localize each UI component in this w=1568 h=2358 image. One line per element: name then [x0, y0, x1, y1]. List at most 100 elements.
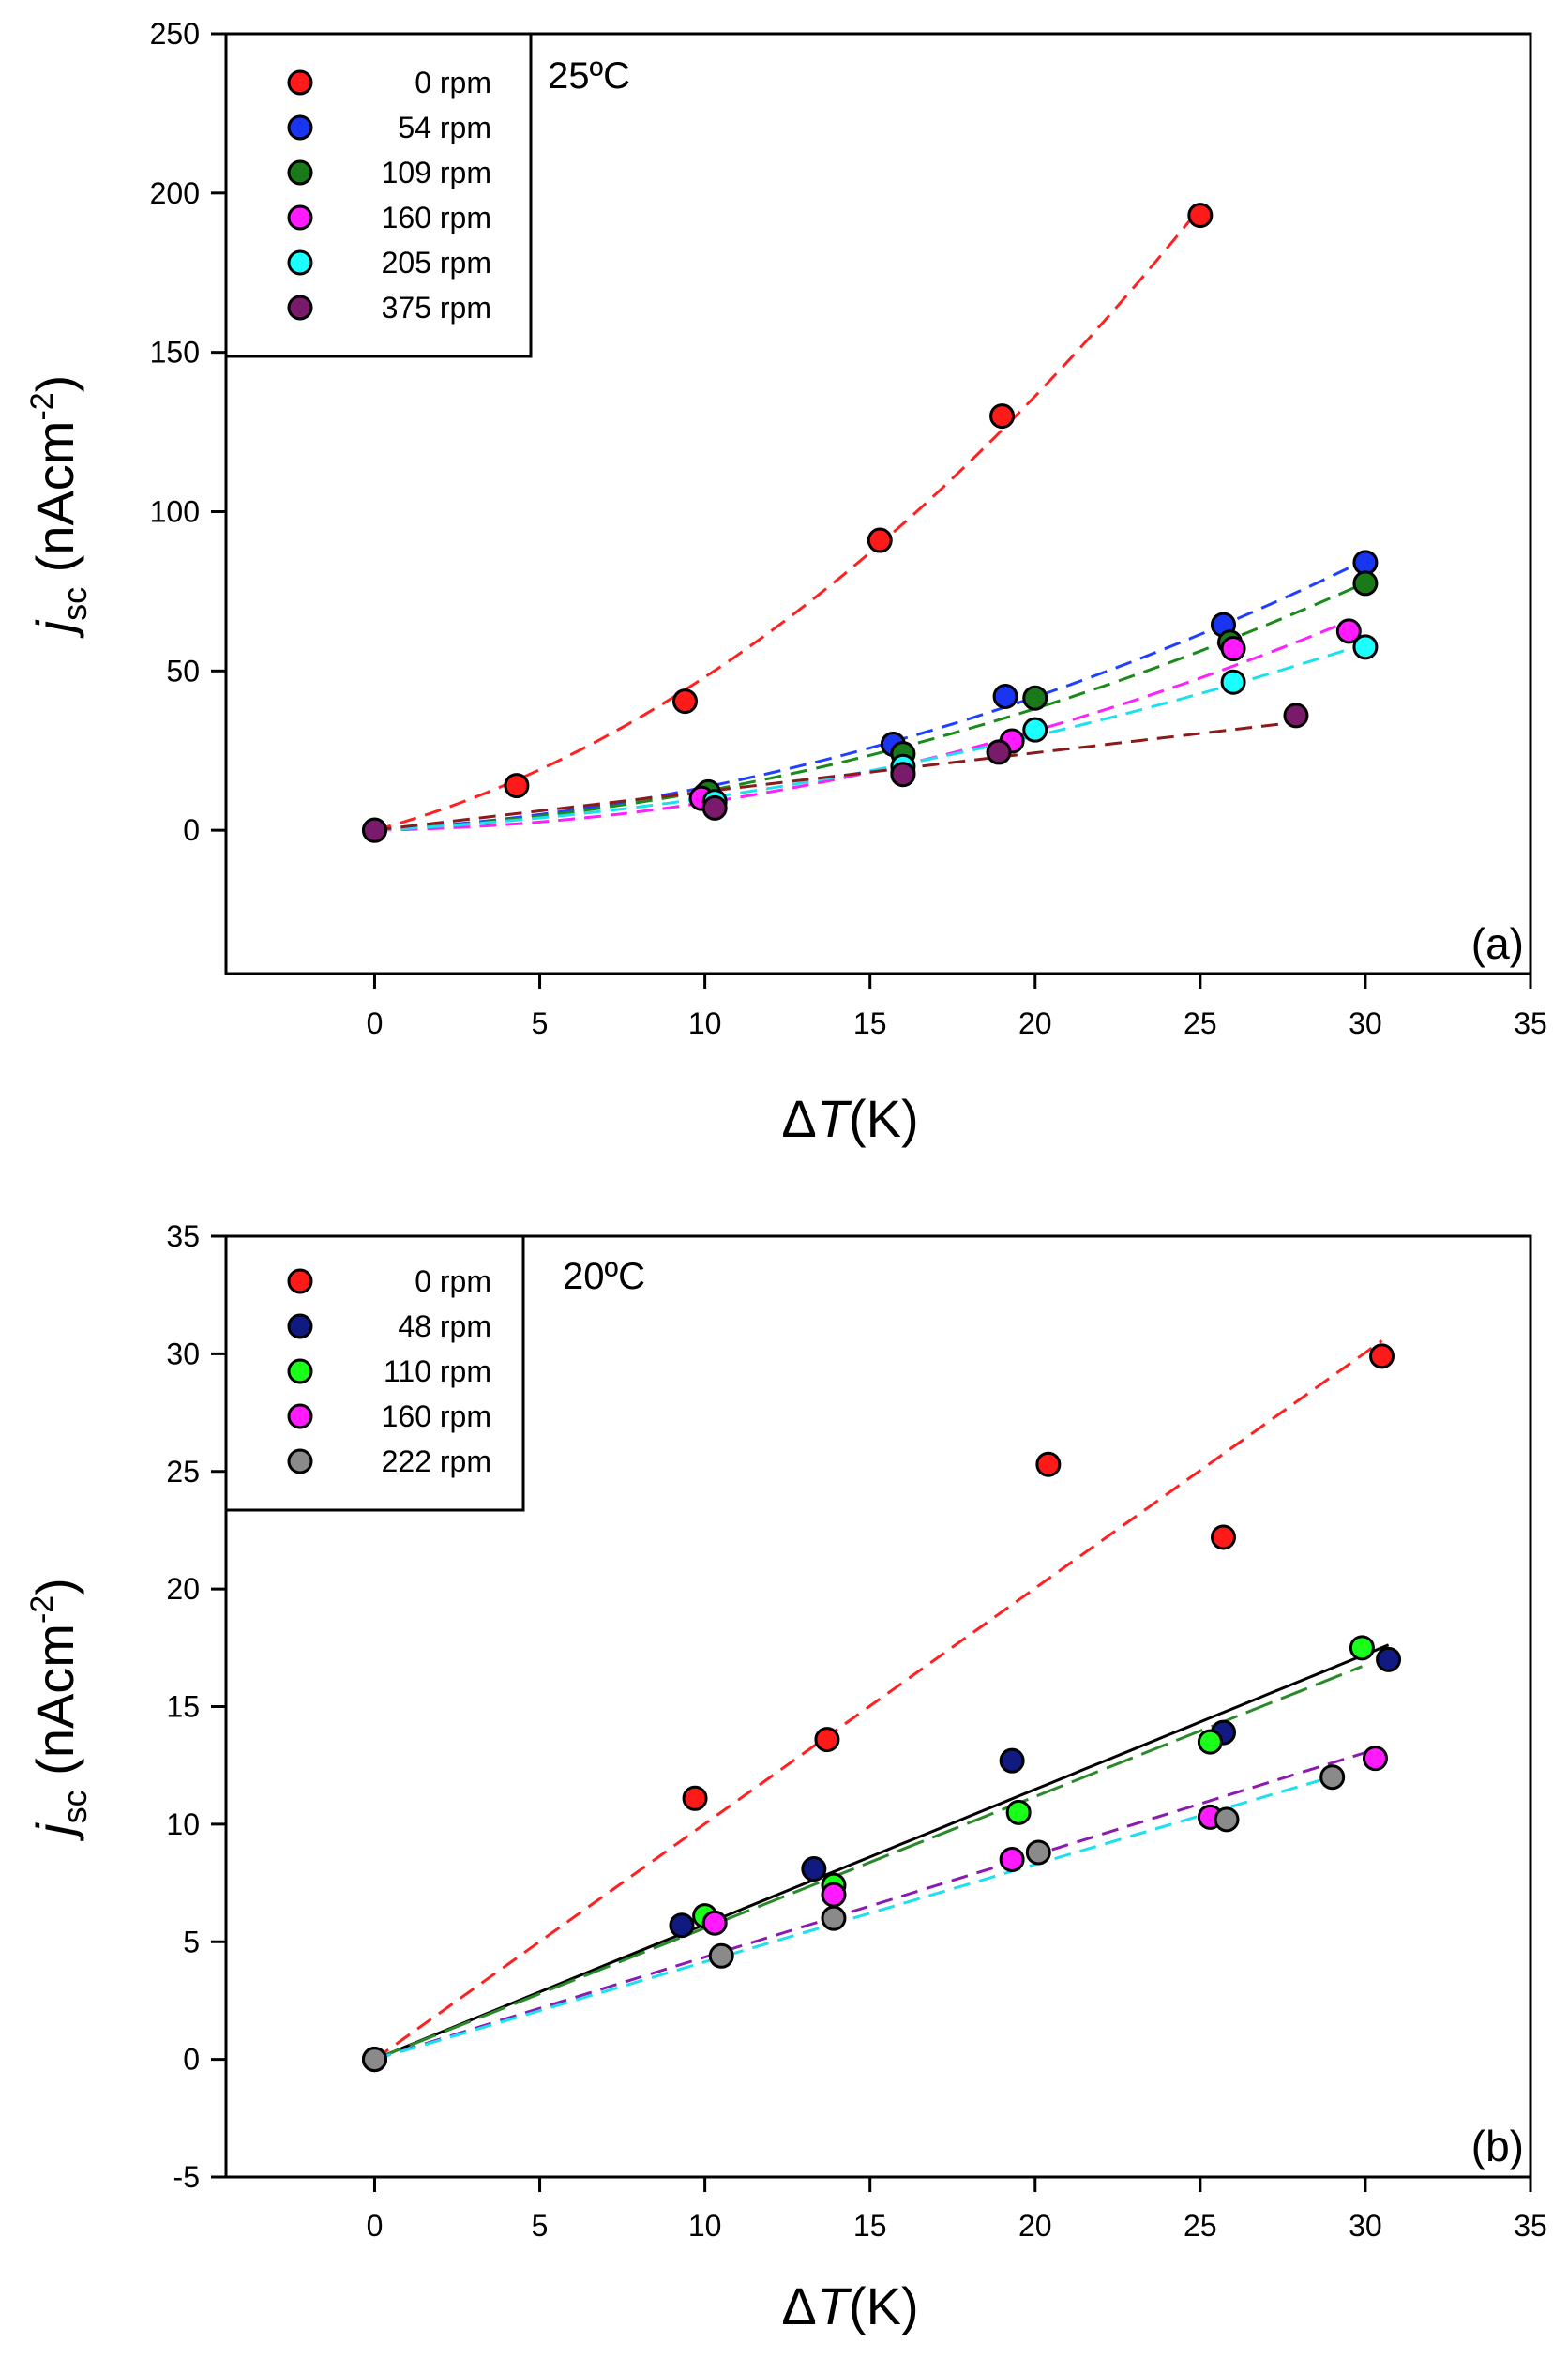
x-tick-label: 20 — [1018, 1006, 1052, 1040]
x-tick-label: 10 — [688, 1006, 722, 1040]
data-point-series-4 — [1319, 1764, 1346, 1791]
x-axis-title: ΔT(K) — [781, 1089, 918, 1148]
data-point-series-1 — [1376, 1646, 1402, 1672]
data-point-series-2 — [1022, 685, 1048, 711]
data-point-series-3 — [1220, 636, 1246, 662]
y-tick-label: 30 — [166, 1337, 200, 1370]
y-tick-label: 100 — [150, 494, 200, 528]
fit-line-series-2 — [373, 1665, 1363, 2061]
legend-label: 54 rpm — [398, 111, 491, 144]
y-tick-label: 5 — [183, 1925, 200, 1958]
legend-label: 0 rpm — [415, 1264, 491, 1298]
fit-line-series-0 — [373, 1339, 1383, 2061]
y-axis-title-sup: -2 — [24, 392, 60, 420]
chart-panel-b: 0 5 10 15 20 25 30 35 -5 0 5 10 15 20 25 30 35 jsc (nAcm-… — [24, 1219, 1547, 2335]
fit-line-series-1 — [373, 1643, 1390, 2061]
x-tick-label: 0 — [367, 2209, 384, 2243]
data-point-series-0 — [504, 773, 530, 799]
panel-label: (b) — [1471, 2122, 1524, 2170]
data-point-series-4 — [1220, 669, 1246, 695]
y-axis-title-close: ) — [25, 375, 84, 393]
data-point-series-2 — [1352, 570, 1379, 597]
x-tick-label: 35 — [1514, 2209, 1547, 2243]
fit-line-series-3 — [374, 1747, 1376, 2062]
panel-label: (a) — [1471, 919, 1524, 968]
legend-label: 375 rpm — [382, 291, 491, 325]
fit-line-series-4 — [374, 1775, 1334, 2062]
fit-line-series-1 — [374, 558, 1366, 832]
y-axis-title-sub: sc — [55, 587, 94, 621]
legend-marker — [287, 69, 313, 96]
data-point-series-0 — [671, 688, 698, 715]
x-tick-label: 35 — [1514, 1006, 1547, 1040]
x-tick-label: 30 — [1349, 2209, 1382, 2243]
data-point-series-3 — [999, 1846, 1025, 1872]
temperature-label: 25ºC — [548, 55, 630, 97]
x-tick-label: 15 — [853, 1006, 887, 1040]
legend-label: 48 rpm — [398, 1309, 491, 1343]
data-point-series-0 — [1187, 203, 1214, 229]
y-tick-label: 150 — [150, 336, 200, 370]
fit-line-series-5 — [374, 720, 1297, 832]
y-tick-label: 15 — [166, 1690, 200, 1724]
legend-label: 160 rpm — [382, 1399, 491, 1433]
x-tick-label: 5 — [532, 2209, 549, 2243]
plot-frame — [224, 32, 1532, 975]
legend-marker — [287, 114, 313, 141]
data-point-series-4 — [1214, 1806, 1240, 1833]
data-point-series-0 — [1035, 1451, 1062, 1477]
data-point-series-4 — [1352, 634, 1379, 660]
x-axis-title: ΔT(K) — [781, 2276, 918, 2335]
x-tick-label: 5 — [532, 1006, 549, 1040]
legend-label: 109 rpm — [382, 156, 491, 189]
y-tick-label: 10 — [166, 1807, 200, 1841]
legend-marker — [287, 1358, 313, 1384]
data-point-series-3 — [821, 1882, 847, 1908]
y-tick-label: 20 — [166, 1572, 200, 1606]
legend: 0 rpm 48 rpm 110 rpm 160 rpm 222 rpm — [224, 1234, 525, 1512]
data-point-series-0 — [682, 1785, 708, 1811]
x-axis-title-delta: Δ — [781, 2276, 816, 2335]
legend-marker — [287, 1268, 313, 1294]
data-point-series-4 — [1022, 717, 1048, 743]
chart-panel-a: 0 5 10 15 20 25 30 35 0 50 100 150 200 250 jsc (nAcm-2… — [24, 17, 1547, 1148]
y-tick-label: 50 — [166, 654, 200, 688]
data-point-series-4 — [361, 2047, 387, 2073]
fit-line-series-2 — [374, 581, 1366, 832]
x-axis-title-unit: (K) — [849, 2276, 919, 2335]
data-point-series-5 — [986, 739, 1012, 765]
data-point-series-3 — [701, 1910, 728, 1936]
legend-label: 0 rpm — [415, 66, 491, 99]
data-point-series-1 — [801, 1856, 827, 1882]
x-axis-title-delta: Δ — [781, 1089, 816, 1148]
y-axis-title-close: ) — [25, 1578, 84, 1595]
data-point-series-0 — [814, 1727, 840, 1753]
x-tick-label: 10 — [688, 2209, 722, 2243]
legend-marker — [287, 159, 313, 186]
legend-box — [224, 1234, 525, 1512]
data-point-series-5 — [701, 794, 728, 821]
y-axis-title-sub: sc — [55, 1790, 94, 1823]
x-axis-title-unit: (K) — [849, 1089, 919, 1148]
y-axis-title-unit: (nAcm — [25, 421, 84, 587]
temperature-label: 20ºC — [563, 1256, 645, 1297]
legend-label: 222 rpm — [382, 1444, 491, 1478]
data-point-series-0 — [989, 403, 1016, 430]
y-axis-title-main: j — [25, 619, 84, 639]
y-tick-label: 200 — [150, 176, 200, 210]
y-axis-title: jsc (nAcm-2) — [24, 375, 94, 640]
data-point-series-4 — [821, 1905, 847, 1931]
x-tick-label: 30 — [1349, 1006, 1382, 1040]
data-point-series-5 — [361, 817, 387, 843]
x-tick-label: 0 — [367, 1006, 384, 1040]
y-tick-label: 25 — [166, 1455, 200, 1489]
y-axis-title-sup: -2 — [24, 1595, 60, 1624]
data-point-series-5 — [1283, 703, 1309, 729]
data-point-series-0 — [1210, 1524, 1236, 1550]
data-point-series-3 — [1362, 1746, 1388, 1772]
x-tick-label: 25 — [1184, 2209, 1217, 2243]
data-point-series-2 — [1197, 1729, 1223, 1755]
x-tick-label: 20 — [1018, 2209, 1052, 2243]
legend-marker — [287, 1403, 313, 1429]
x-tick-label: 25 — [1184, 1006, 1217, 1040]
